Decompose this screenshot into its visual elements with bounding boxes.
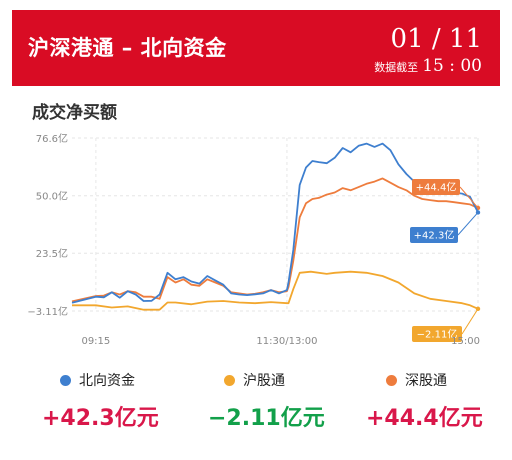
end-label-northbound-leader — [457, 212, 479, 236]
x-tick-label-2: 15:00 — [451, 336, 480, 347]
header-banner: 沪深港通 – 北向资金 01 / 11 数据截至 15 : 00 — [0, 0, 512, 90]
end-label-shenzhen-connect-leader — [459, 186, 479, 209]
end-label-shanghai-connect: −2.11亿 — [417, 328, 458, 341]
end-label-shenzhen-connect-box — [412, 179, 460, 195]
end-label-shanghai-connect-leader — [461, 308, 479, 335]
end-label-northbound-box — [410, 227, 458, 243]
legend-label-northbound: 北向资金 — [79, 373, 135, 389]
y-tick-label-0: 76.6亿 — [36, 132, 68, 145]
legend-label-shenzhen-connect: 深股通 — [405, 373, 447, 389]
total-northbound: +42.3亿元 — [42, 406, 159, 431]
totals-row: +42.3亿元 −2.11亿元 +44.4亿元 — [0, 400, 512, 436]
legend-dot-northbound — [60, 374, 71, 386]
legend-dot-shanghai-connect — [224, 374, 235, 386]
legend-label-shanghai-connect: 沪股通 — [243, 373, 285, 389]
y-tick-label-3: −3.11亿 — [27, 305, 68, 318]
legend-dot-shenzhen-connect — [386, 374, 397, 386]
legend-item-northbound: 北向资金 — [60, 370, 135, 390]
end-label-shanghai-connect-box — [412, 326, 462, 342]
banner-title: 沪深港通 – 北向资金 — [28, 36, 227, 60]
line-northbound — [71, 142, 479, 304]
x-tick-label-1: 11:30/13:00 — [256, 336, 317, 347]
banner-time: 15 : 00 — [422, 56, 482, 76]
banner-date: 01 / 11 — [390, 24, 482, 54]
banner-time-label: 数据截至 — [374, 61, 419, 74]
y-tick-label-2: 23.5亿 — [36, 247, 68, 260]
chart-ticks: 76.6亿 50.0亿 23.5亿 −3.11亿 09:15 11:30/13:00 15:… — [27, 132, 480, 347]
total-shenzhen-connect: +44.4亿元 — [366, 406, 483, 431]
y-tick-label-1: 50.0亿 — [36, 190, 68, 203]
chart-grid — [72, 137, 479, 312]
legend: 北向资金 沪股通 深股通 — [0, 370, 512, 394]
legend-item-shenzhen-connect: 深股通 — [386, 370, 447, 390]
total-shanghai-connect: −2.11亿元 — [208, 406, 325, 431]
end-label-shenzhen-connect: +44.4亿 — [416, 181, 457, 194]
line-shanghai-connect — [72, 270, 479, 311]
x-tick-label-0: 09:15 — [81, 336, 110, 347]
banner-time-row: 数据截至 15 : 00 — [374, 56, 482, 76]
net-buy-line-chart: +42.3亿 −2.11亿 +44.4亿 76.6亿 50.0亿 23.5亿 −3.11亿… — [27, 132, 481, 347]
legend-item-shanghai-connect: 沪股通 — [224, 370, 285, 390]
section-title: 成交净买额 — [32, 103, 117, 123]
end-label-northbound: +42.3亿 — [414, 229, 455, 242]
header-banner-background — [12, 10, 500, 86]
chart-end-labels: +42.3亿 −2.11亿 +44.4亿 — [410, 179, 479, 342]
